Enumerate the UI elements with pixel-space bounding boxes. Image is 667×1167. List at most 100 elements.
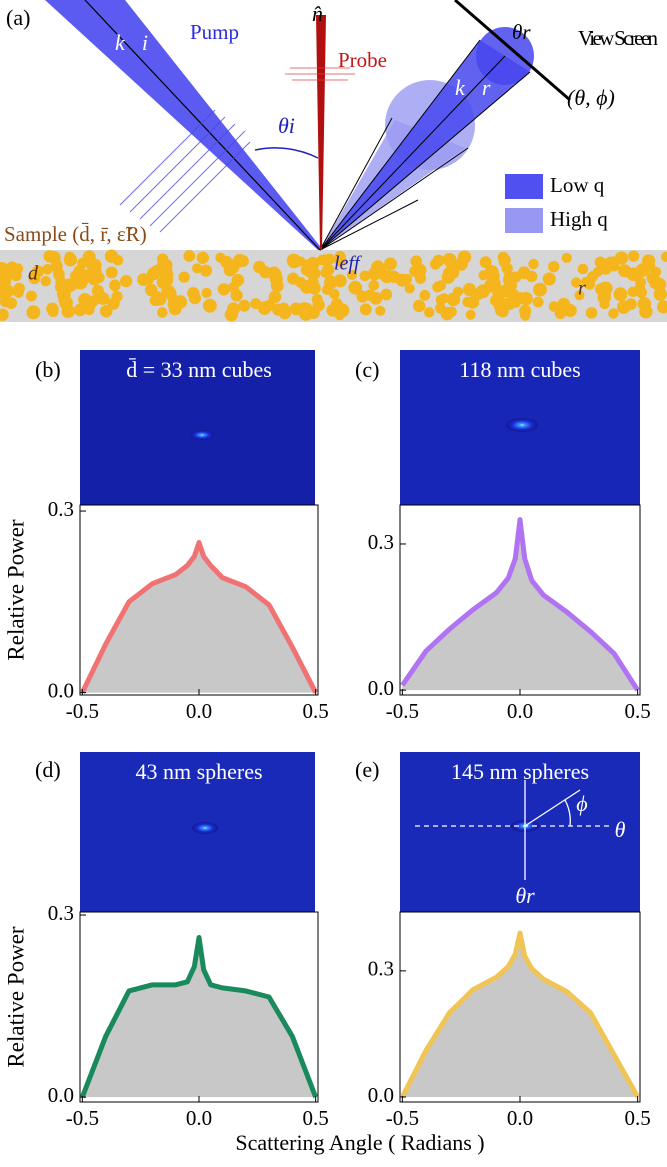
particle [329,288,340,300]
panel-label: (e) [355,757,379,782]
particle [384,257,397,271]
scatter-image [400,752,640,912]
area [402,519,638,691]
pump-pulse [119,109,251,233]
particle [111,290,123,303]
particle [478,270,489,281]
particle [581,276,592,287]
particle [614,251,629,265]
particle [356,290,369,303]
image-label: d̄ = 33 nm cubes [126,357,272,382]
particle [479,256,492,269]
particle [259,266,272,279]
particle [571,277,582,288]
theta-i-label: θi [278,113,295,138]
x-tick-label: 0.5 [303,699,329,723]
bright-spot [506,418,538,432]
pump-axis [84,0,321,251]
particle [320,267,331,278]
y-tick-label: 0.3 [368,530,394,554]
particle [502,274,516,287]
particle [618,264,632,278]
particle [308,281,321,295]
particle [334,251,346,263]
y-tick-label: 0.0 [48,1083,74,1107]
line [400,930,640,1099]
particle [528,258,539,270]
particle [657,300,667,314]
particle [150,265,163,277]
particle [217,283,230,296]
screen-label: View Screen [578,26,659,50]
angle-arc [254,147,319,159]
particle [1,284,15,298]
sample-label: Sample (d̄, r̄, ε̃R) [4,222,147,246]
theta-r-label: θr [512,20,531,44]
particle [250,298,262,310]
particle [635,277,647,288]
particle [457,250,472,265]
particle [375,305,386,316]
particle [640,304,652,316]
particle [380,288,393,301]
image-label: 118 nm cubes [459,357,580,382]
particle [369,291,383,305]
x-tick-label: 0.5 [303,1106,329,1130]
particle [429,258,441,270]
normal-label: n̂ [312,1,323,26]
y-tick-label: 0.3 [48,901,74,925]
particle [42,264,53,275]
y-tick-label: 0.0 [368,1083,394,1107]
particle [289,302,303,316]
panel-label: (a) [6,5,30,30]
particle [5,298,16,309]
particle [346,269,358,280]
x-tick-label: -0.5 [66,1106,99,1130]
panel-label: (d) [35,757,61,782]
particle [160,258,173,271]
view-screen [454,0,571,102]
particle [199,264,213,277]
particle [510,297,522,308]
line [400,517,640,692]
particle [517,266,531,280]
particle [77,257,88,269]
particle [359,303,372,316]
x-tick-label: -0.5 [66,699,99,723]
particle [0,274,12,288]
particle [178,271,190,283]
bright-spot [190,430,214,440]
particle [47,306,59,318]
x-tick-label: 0.5 [625,699,651,723]
particle [144,283,158,297]
particle [561,252,572,263]
pump-beam [45,0,323,250]
particle [269,272,283,286]
particle [348,280,363,295]
particle [43,250,56,263]
particle [63,253,78,267]
y-tick-label: 0.0 [368,676,394,700]
particle [635,263,650,277]
line [79,934,319,1099]
legend-swatch [505,174,543,199]
legend-label: Low q [550,173,605,197]
particle [13,287,24,298]
particle [334,310,345,321]
particle [413,299,426,313]
particle [446,306,457,318]
particle [627,286,639,298]
probe-label: Probe [338,48,387,72]
particle [316,254,328,266]
x-axis-label: Scattering Angle ( Radians ) [235,1130,484,1155]
particle [201,287,212,299]
particle [237,255,249,267]
particle [112,254,124,266]
legend-swatch [505,208,543,233]
particle [435,294,447,306]
r-label: r [578,278,586,300]
particle [655,290,666,301]
particle [446,265,460,279]
reflected-beam [320,40,530,250]
angle-label: θ [615,817,626,842]
